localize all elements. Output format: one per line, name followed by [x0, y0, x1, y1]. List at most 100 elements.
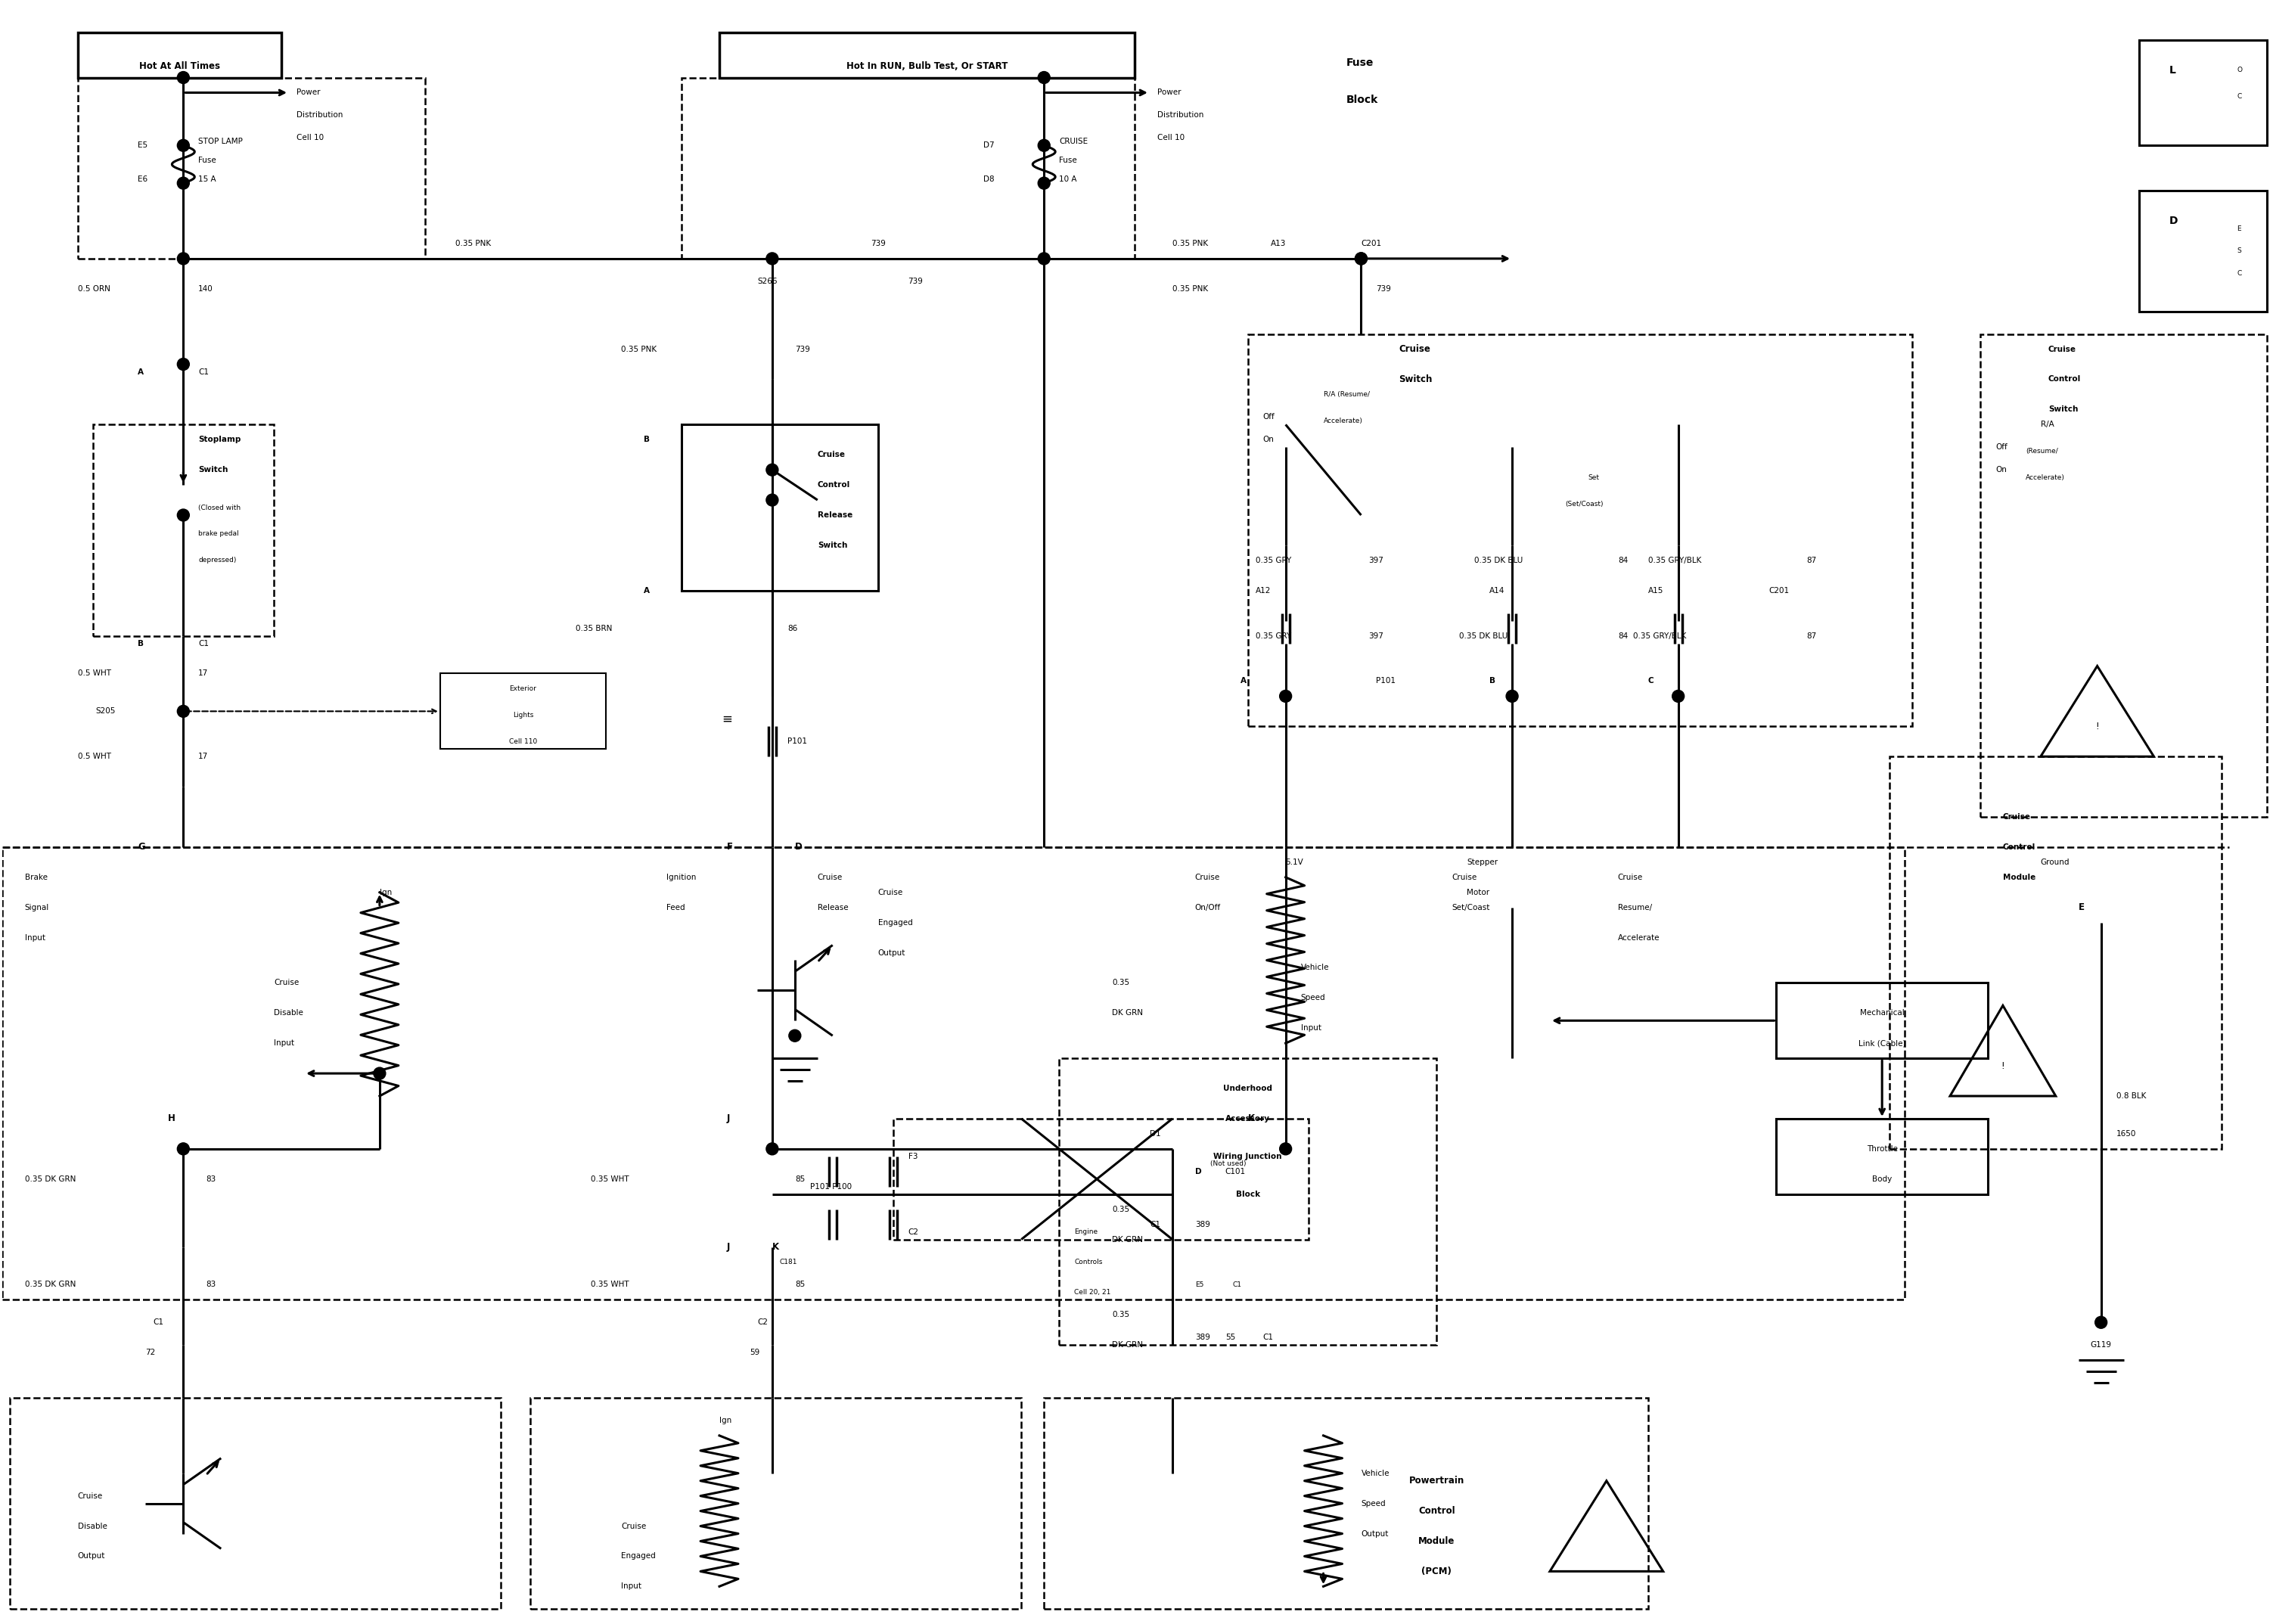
- Circle shape: [1355, 253, 1366, 265]
- Text: H: H: [168, 1114, 175, 1124]
- Text: Switch: Switch: [2048, 406, 2078, 412]
- Text: P101: P101: [786, 737, 807, 745]
- Text: O: O: [2237, 67, 2241, 73]
- Text: 59: 59: [750, 1350, 759, 1356]
- Text: Distribution: Distribution: [1157, 112, 1205, 119]
- Text: (Not used): (Not used): [1209, 1161, 1246, 1168]
- Text: P101: P101: [1375, 677, 1396, 685]
- Text: Stepper: Stepper: [1466, 859, 1498, 866]
- Text: 0.35: 0.35: [1111, 979, 1130, 987]
- Text: 0.5 ORN: 0.5 ORN: [77, 284, 109, 292]
- Text: brake pedal: brake pedal: [198, 531, 239, 538]
- Text: Motor: Motor: [1466, 888, 1489, 896]
- Text: Power: Power: [295, 89, 320, 96]
- Text: Off: Off: [1996, 443, 2007, 451]
- Text: Cruise: Cruise: [1452, 874, 1477, 882]
- Text: 739: 739: [796, 346, 809, 352]
- Text: DK GRN: DK GRN: [1111, 1009, 1143, 1017]
- Text: Disable: Disable: [77, 1522, 107, 1530]
- Text: Accelerate): Accelerate): [1323, 417, 1362, 424]
- Text: 0.35 GRY/BLK: 0.35 GRY/BLK: [1648, 557, 1700, 564]
- Text: 0.35 PNK: 0.35 PNK: [1173, 240, 1207, 247]
- Bar: [441, 674, 607, 749]
- Text: J: J: [727, 1242, 730, 1252]
- Text: Hot At All Times: Hot At All Times: [139, 62, 220, 71]
- Text: A15: A15: [1648, 586, 1664, 594]
- Text: Throttle: Throttle: [1866, 1145, 1898, 1153]
- Circle shape: [373, 1067, 386, 1080]
- Text: 84: 84: [1618, 632, 1627, 640]
- Text: Power: Power: [1157, 89, 1182, 96]
- Text: Body: Body: [1873, 1176, 1891, 1182]
- Circle shape: [177, 508, 189, 521]
- Circle shape: [1039, 71, 1050, 83]
- Bar: [1980, 335, 2266, 817]
- Bar: [682, 78, 1134, 258]
- Text: B: B: [643, 435, 650, 443]
- Text: Release: Release: [818, 512, 852, 520]
- Text: 17: 17: [198, 669, 209, 677]
- Text: Exterior: Exterior: [509, 685, 536, 692]
- Text: (Resume/: (Resume/: [2025, 448, 2057, 455]
- Bar: [1777, 1119, 1989, 1194]
- Text: Block: Block: [1346, 94, 1377, 106]
- Text: Brake: Brake: [25, 874, 48, 882]
- Text: 85: 85: [796, 1281, 805, 1288]
- Bar: [1777, 983, 1989, 1059]
- Text: Switch: Switch: [818, 541, 848, 549]
- Text: C2: C2: [757, 1319, 768, 1327]
- Bar: [9, 1398, 500, 1609]
- Text: A: A: [139, 369, 143, 375]
- Text: 0.35 BRN: 0.35 BRN: [575, 625, 611, 632]
- Text: 5.1V: 5.1V: [1287, 859, 1305, 866]
- Text: Fuse: Fuse: [1346, 57, 1373, 68]
- Bar: [77, 78, 425, 258]
- Text: S: S: [2237, 248, 2241, 255]
- Text: D8: D8: [984, 175, 996, 184]
- Circle shape: [177, 359, 189, 370]
- Text: Speed: Speed: [1300, 994, 1325, 1002]
- Bar: [1043, 1398, 1648, 1609]
- Text: Cruise: Cruise: [2048, 346, 2075, 352]
- Circle shape: [1280, 690, 1291, 702]
- Text: S205: S205: [95, 708, 116, 715]
- Text: J: J: [727, 1114, 730, 1124]
- Text: Cruise: Cruise: [818, 874, 843, 882]
- Text: C: C: [2237, 270, 2241, 278]
- Text: 55: 55: [1225, 1333, 1234, 1341]
- Text: C181: C181: [780, 1259, 798, 1265]
- Text: L: L: [2168, 65, 2175, 75]
- Text: 0.35 GRY/BLK: 0.35 GRY/BLK: [1632, 632, 1687, 640]
- Text: Input: Input: [621, 1583, 641, 1590]
- Text: Off: Off: [1264, 412, 1275, 421]
- Text: Engaged: Engaged: [621, 1553, 657, 1561]
- Text: Module: Module: [2003, 874, 2037, 882]
- Bar: [2, 848, 1905, 1299]
- Text: 17: 17: [198, 754, 209, 760]
- Text: 15 A: 15 A: [198, 175, 216, 184]
- Text: C: C: [1648, 677, 1655, 685]
- Text: 0.35 PNK: 0.35 PNK: [1173, 284, 1207, 292]
- Text: Control: Control: [1418, 1505, 1455, 1515]
- Circle shape: [177, 705, 189, 718]
- Text: Cruise: Cruise: [818, 451, 846, 458]
- Bar: [2139, 41, 2266, 146]
- Bar: [93, 424, 275, 637]
- Text: 10 A: 10 A: [1059, 175, 1077, 184]
- Text: 85: 85: [796, 1176, 805, 1182]
- Text: Output: Output: [77, 1553, 105, 1561]
- Text: 0.35: 0.35: [1111, 1205, 1130, 1213]
- Circle shape: [766, 1143, 777, 1155]
- Text: G: G: [139, 843, 145, 853]
- Bar: [77, 32, 282, 78]
- Text: E: E: [2078, 903, 2084, 913]
- Text: Release: Release: [818, 903, 848, 911]
- Text: 389: 389: [1196, 1333, 1209, 1341]
- Bar: [1059, 1059, 1437, 1345]
- Text: 0.5 WHT: 0.5 WHT: [77, 669, 111, 677]
- Text: R/A (Resume/: R/A (Resume/: [1323, 391, 1371, 398]
- Text: 0.35 DK GRN: 0.35 DK GRN: [25, 1281, 75, 1288]
- Circle shape: [1280, 1143, 1291, 1155]
- Text: A12: A12: [1255, 586, 1271, 594]
- Bar: [530, 1398, 1021, 1609]
